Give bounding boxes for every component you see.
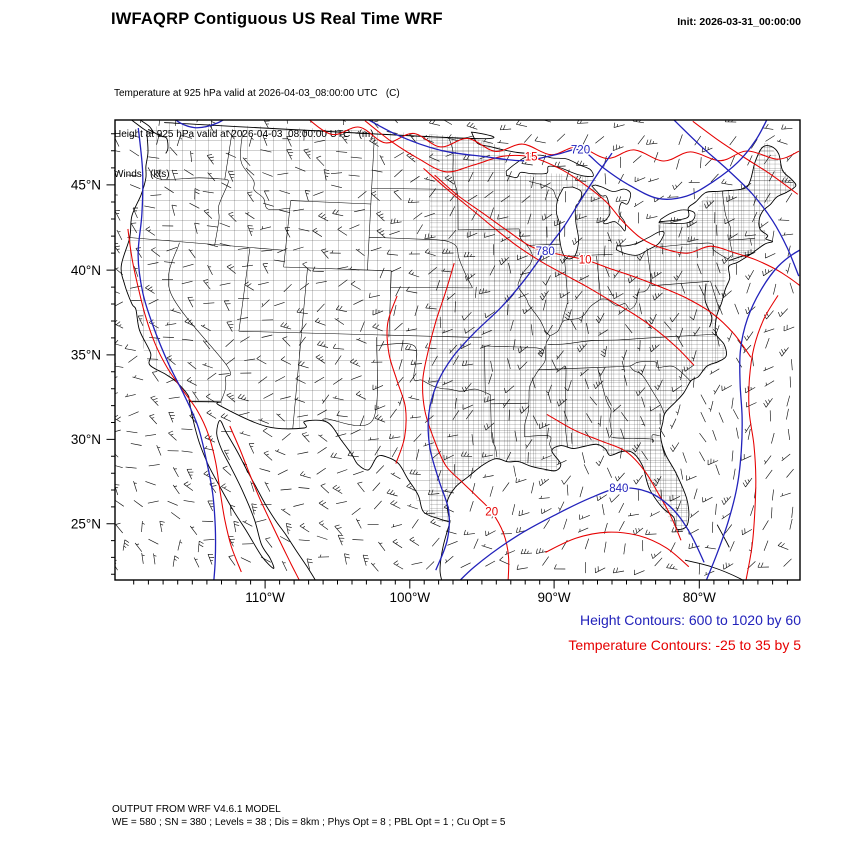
- init-time-label: Init: 2026-03-31_00:00:00: [677, 16, 801, 28]
- lat-axis-label: 35°N: [71, 348, 101, 363]
- lat-axis-label: 25°N: [71, 517, 101, 532]
- plot-title: IWFAQRP Contiguous US Real Time WRF: [111, 10, 443, 28]
- lat-axis-label: 30°N: [71, 432, 101, 447]
- contour-label: 780: [536, 246, 555, 258]
- legend-temperature-contours: Temperature Contours: -25 to 35 by 5: [568, 637, 801, 653]
- state-borders: [127, 129, 756, 458]
- contour-label: 10: [579, 254, 592, 266]
- contour-label: 720: [571, 145, 590, 157]
- lon-axis-label: 100°W: [389, 590, 430, 605]
- lat-axis-label: 45°N: [71, 178, 101, 193]
- great-lake: [615, 231, 665, 256]
- footer-model-version: OUTPUT FROM WRF V4.6.1 MODEL: [112, 804, 281, 815]
- map-frame: [114, 119, 801, 581]
- legend-height-contours: Height Contours: 600 to 1020 by 60: [579, 612, 801, 628]
- great-lake: [658, 209, 696, 224]
- lon-axis-label: 90°W: [538, 590, 571, 605]
- height-contours: [137, 120, 800, 580]
- contour-label: 840: [609, 483, 628, 495]
- temperature-contours: [127, 120, 800, 580]
- footer-model-config: WE = 580 ; SN = 380 ; Levels = 38 ; Dis …: [112, 817, 506, 828]
- map-layers: 15 10 20 720 780 840: [115, 120, 800, 580]
- contour-label: 15: [525, 152, 538, 164]
- lat-axis-label: 40°N: [71, 263, 101, 278]
- subtitle-temperature: Temperature at 925 hPa valid at 2026-04-…: [114, 88, 400, 99]
- model-info-footer: OUTPUT FROM WRF V4.6.1 MODEL WE = 580 ; …: [112, 803, 505, 829]
- contour-label: 20: [485, 506, 498, 518]
- axis-ticks: [106, 133, 788, 589]
- lon-axis-label: 80°W: [683, 590, 716, 605]
- lon-axis-label: 110°W: [245, 590, 285, 605]
- wind-barbs: [115, 120, 795, 576]
